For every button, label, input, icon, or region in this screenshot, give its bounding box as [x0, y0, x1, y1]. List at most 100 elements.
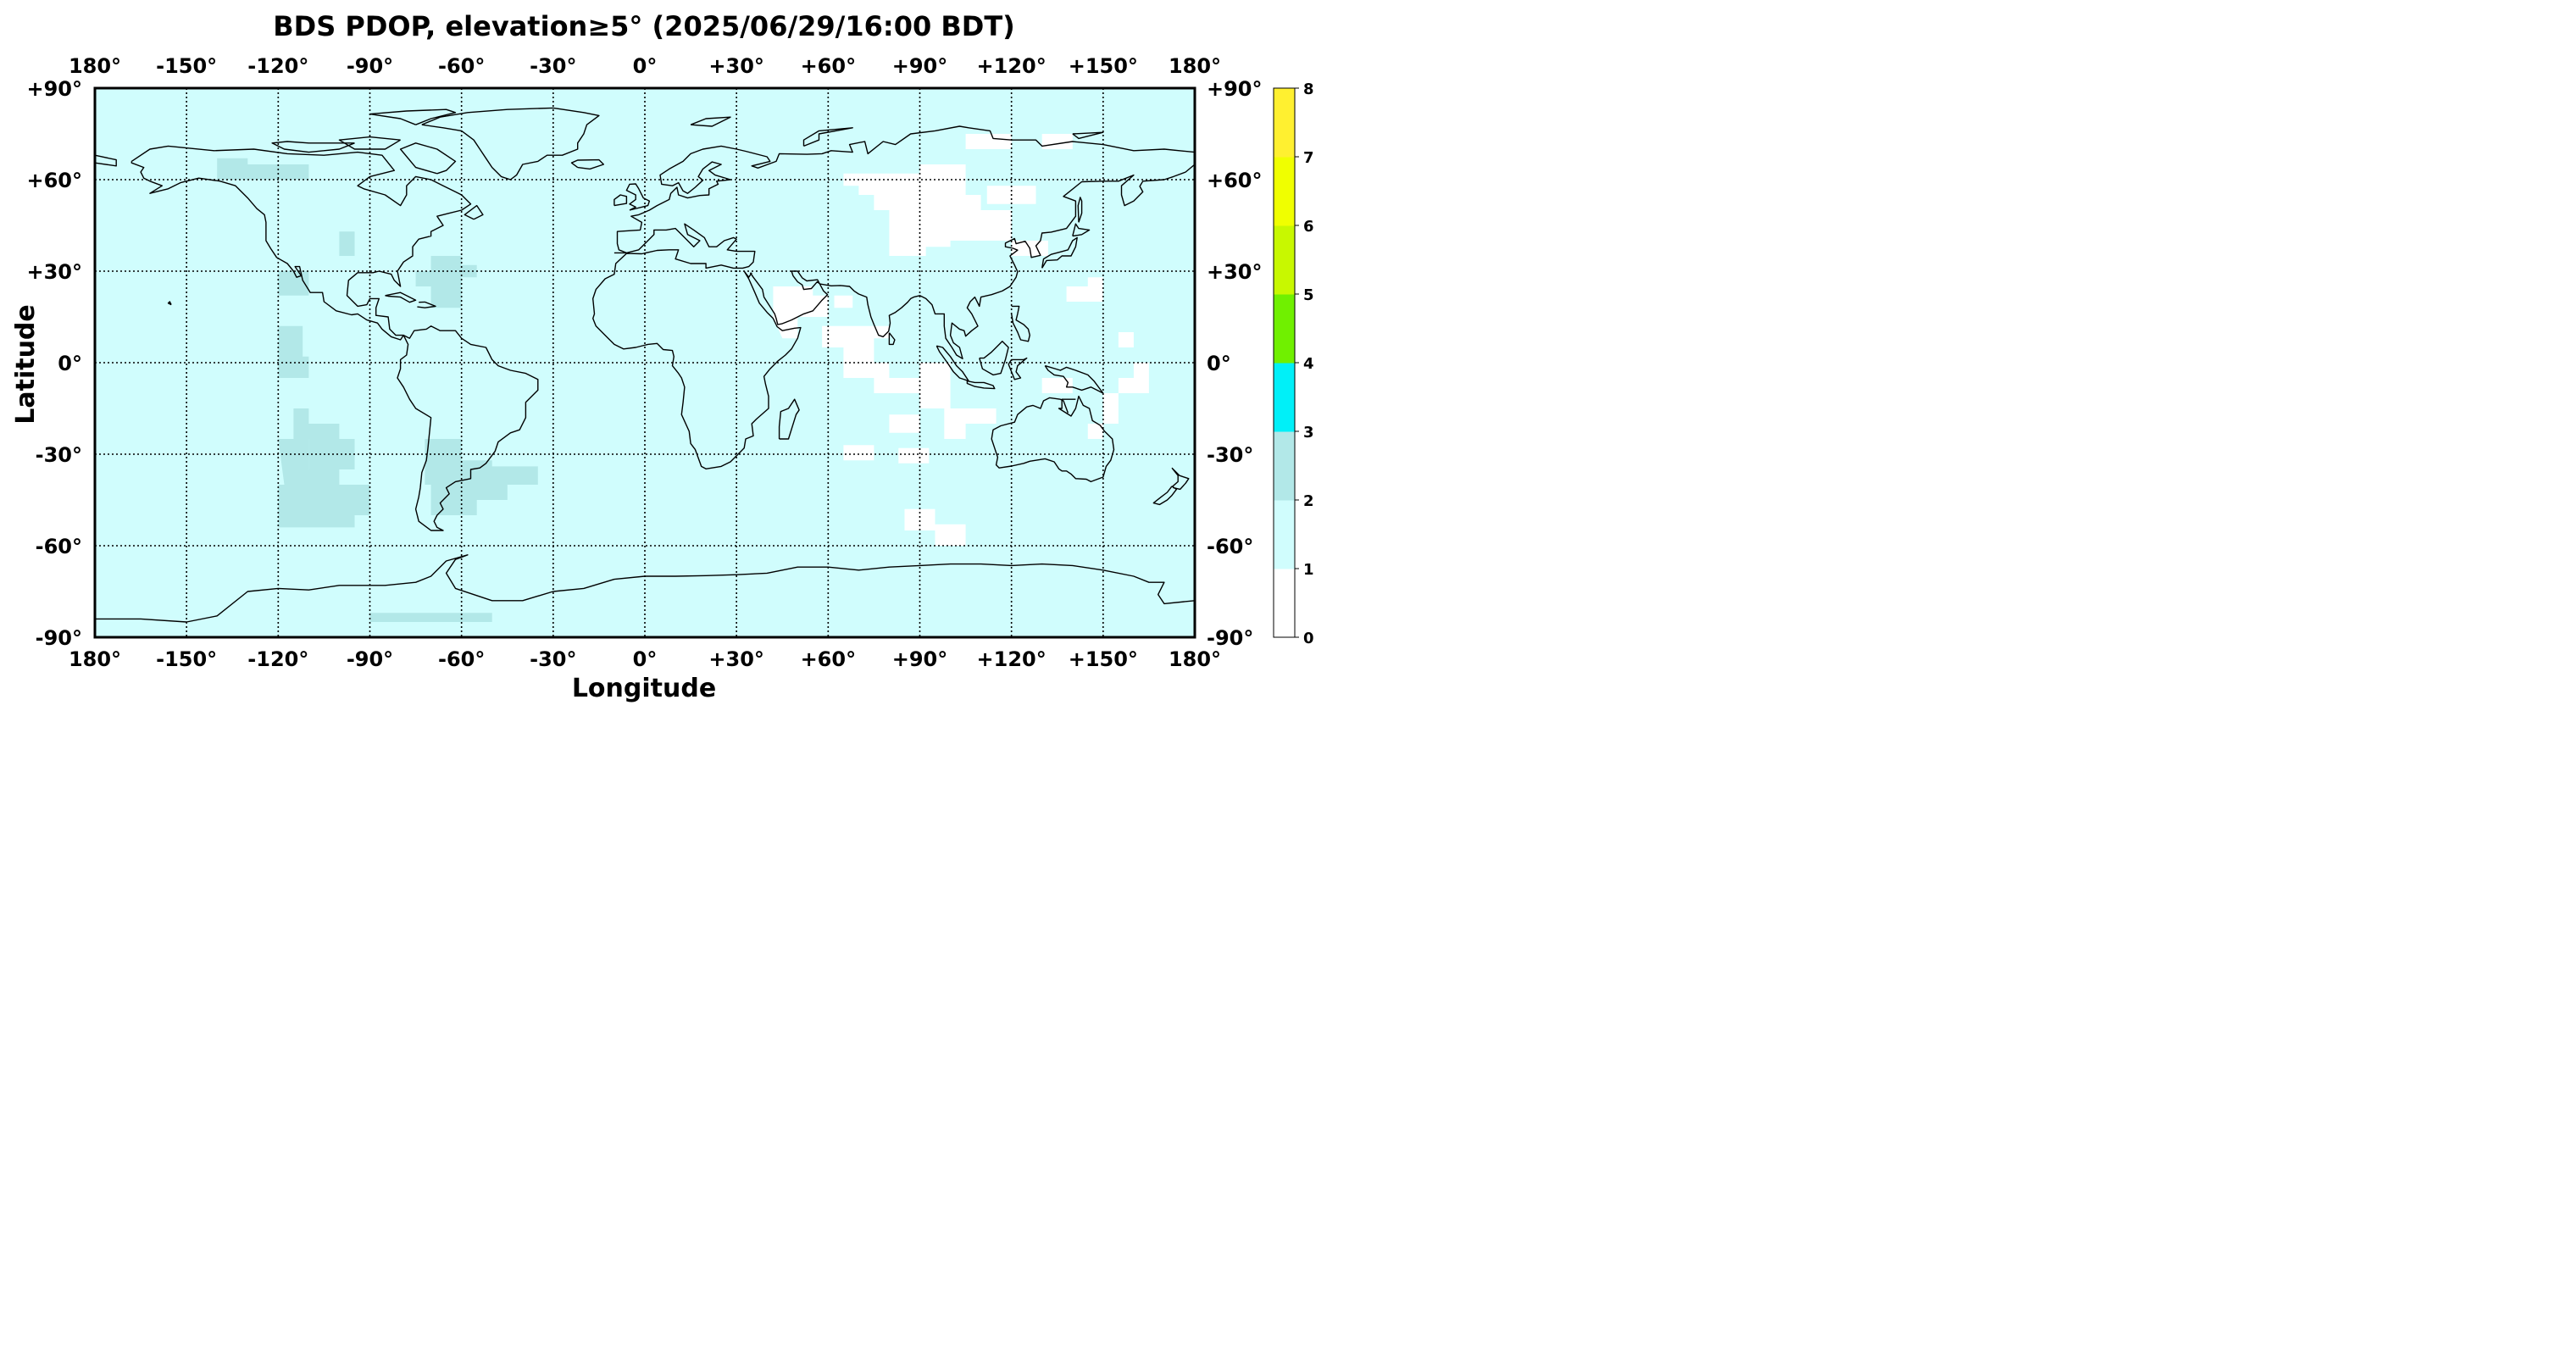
pdop-region-0-1: [773, 286, 829, 339]
pdop-region-2-3: [278, 271, 309, 296]
coastline: [369, 108, 457, 125]
lat-tick-label: +30°: [26, 260, 82, 284]
map-frame: [93, 86, 1196, 639]
coastline: [570, 158, 604, 170]
lon-tick-label: 0°: [633, 54, 658, 78]
pdop-region-0-1: [1066, 277, 1103, 302]
colorbar-bin: [1274, 88, 1295, 158]
colorbar-bin: [1274, 225, 1295, 295]
pdop-region-2-3: [369, 613, 492, 622]
coastline: [749, 164, 1195, 359]
lon-tick-label: +30°: [708, 54, 764, 78]
colorbar-tick-label: 5: [1303, 286, 1314, 304]
pdop-region-0-1: [1087, 424, 1103, 439]
lat-tick-label: 0°: [58, 352, 82, 375]
lon-tick-label: 180°: [69, 647, 121, 671]
pdop-map-figure: BDS PDOP, elevation≥5° (2025/06/29/16:00…: [11, 10, 1314, 703]
lat-tick-labels-right: +90° +60° +30° 0° -30° -60° -90°: [1207, 77, 1263, 650]
lon-tick-label: -150°: [156, 647, 217, 671]
lat-tick-label: -30°: [36, 443, 82, 467]
coastline: [966, 380, 996, 390]
coastline: [1077, 197, 1083, 223]
colorbar-tick-label: 0: [1303, 630, 1314, 647]
colorbar-bin: [1274, 157, 1295, 226]
lon-tick-label: -60°: [438, 647, 485, 671]
colorbar-bin: [1274, 294, 1295, 364]
lon-tick-label: 180°: [69, 54, 121, 78]
colorbar-tick-label: 6: [1303, 218, 1314, 236]
coastline: [616, 125, 1195, 254]
pdop-region-0-1: [904, 508, 966, 546]
colorbar-tick-label: 1: [1303, 561, 1314, 579]
lon-tick-labels-top: 180° -150° -120° -90° -60° -30° 0° +30° +60° +90°…: [69, 54, 1221, 78]
lon-tick-label: -60°: [438, 54, 485, 78]
coastline: [1044, 364, 1104, 394]
lon-tick-label: -120°: [247, 54, 308, 78]
pdop-region-layer: [217, 134, 1149, 622]
pdop-region-2-3: [293, 408, 355, 469]
pdop-region-2-3: [278, 439, 370, 528]
pdop-region-2-3: [415, 256, 477, 308]
colorbar-bin: [1274, 500, 1295, 569]
coastline: [385, 292, 417, 303]
colorbar-tick-label: 3: [1303, 424, 1314, 441]
lon-tick-label: 180°: [1169, 647, 1221, 671]
coastline: [613, 194, 628, 207]
coastline: [1008, 357, 1028, 380]
coastline: [802, 127, 853, 147]
colorbar-bin: [1274, 363, 1295, 432]
lon-tick-label: -90°: [347, 54, 393, 78]
coastline: [625, 183, 651, 211]
lat-tick-labels-left: +90° +60° +30° 0° -30° -60° -90°: [26, 77, 82, 650]
coastline: [888, 332, 896, 346]
coastline: [690, 116, 731, 127]
lat-tick-label: -60°: [36, 535, 82, 558]
lon-tick-label: +120°: [977, 54, 1046, 78]
lon-tick-label: 180°: [1169, 54, 1221, 78]
coastline: [464, 204, 484, 220]
chart-title: BDS PDOP, elevation≥5° (2025/06/29/16:00…: [273, 10, 1015, 42]
pdop-region-2-3: [425, 439, 538, 515]
coastline: [1152, 486, 1178, 506]
pdop-region-2-3: [339, 231, 355, 256]
colorbar-tick-label: 7: [1303, 149, 1314, 167]
lon-tick-label: +30°: [708, 647, 764, 671]
pdop-region-0-1: [822, 325, 997, 439]
coastline: [979, 341, 1009, 376]
pdop-region-0-1: [843, 164, 1012, 256]
lat-tick-label: -30°: [1207, 443, 1253, 467]
coastline: [592, 223, 802, 469]
coastline: [1072, 131, 1104, 140]
lon-tick-label: -150°: [156, 54, 217, 78]
lat-tick-label: -60°: [1207, 535, 1253, 558]
pdop-region-0-1: [1041, 378, 1073, 393]
lon-tick-label: +60°: [801, 647, 857, 671]
lat-tick-label: +30°: [1207, 260, 1263, 284]
lon-tick-label: +150°: [1069, 647, 1138, 671]
coastline: [338, 136, 401, 150]
pdop-region-0-1: [898, 447, 930, 464]
lon-tick-labels-bottom: 180° -150° -120° -90° -60° -30° 0° +30° +60° +90°…: [69, 647, 1221, 671]
lon-tick-label: +150°: [1069, 54, 1138, 78]
coastline: [95, 154, 117, 167]
pdop-region-0-1: [843, 445, 874, 461]
lon-tick-label: -120°: [247, 647, 308, 671]
pdop-region-0-1: [834, 295, 853, 308]
x-axis-label: Longitude: [572, 674, 716, 703]
lat-tick-label: -90°: [1207, 626, 1253, 650]
lat-tick-label: +90°: [26, 77, 82, 101]
lat-tick-label: 0°: [1207, 352, 1231, 375]
colorbar-bin: [1274, 569, 1295, 638]
coastline: [1041, 236, 1078, 269]
pdop-region-2-3: [278, 325, 309, 378]
lon-tick-label: -90°: [347, 647, 393, 671]
colorbar-tick-label: 8: [1303, 81, 1314, 98]
coastline: [778, 398, 800, 440]
coastline: [1072, 223, 1091, 237]
lon-tick-label: +120°: [977, 647, 1046, 671]
coastline: [167, 301, 172, 306]
pdop-region-2-3: [217, 158, 309, 180]
lat-tick-label: +60°: [1207, 169, 1263, 192]
coastline: [271, 141, 355, 153]
coastline: [1171, 467, 1190, 491]
